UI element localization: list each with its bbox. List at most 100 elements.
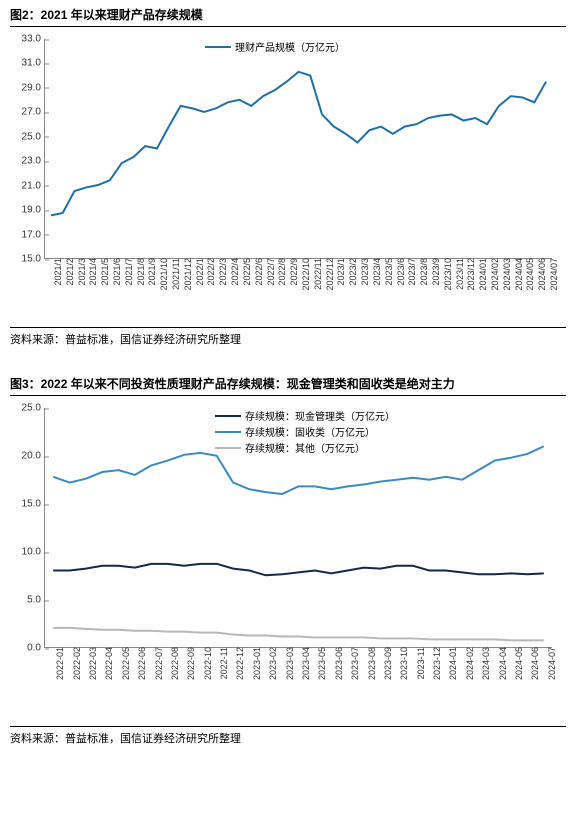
x-axis-tick: 2022/7	[264, 258, 276, 286]
x-axis-tick: 2024-05	[512, 647, 524, 680]
x-axis-tick: 2024-07	[545, 647, 557, 680]
x-axis-tick: 2024/03	[500, 258, 512, 291]
x-axis-tick: 2021/5	[98, 258, 110, 286]
y-axis-tick: 17.0	[22, 229, 45, 240]
x-axis-tick: 2022-12	[233, 647, 245, 680]
x-axis-tick: 2023/1	[334, 258, 346, 286]
x-axis-tick: 2022/3	[216, 258, 228, 286]
y-axis-tick: 33.0	[22, 34, 45, 45]
x-axis-tick: 2023-01	[250, 647, 262, 680]
x-axis-tick: 2023/9	[429, 258, 441, 286]
x-axis-tick: 2023/11	[453, 258, 465, 290]
x-axis-tick: 2022/8	[275, 258, 287, 286]
x-axis-tick: 2021/4	[86, 258, 98, 286]
x-axis-tick: 2021/9	[145, 258, 157, 286]
figure-3: 图3：2022 年以来不同投资性质理财产品存续规模：现金管理类和固收类是绝对主力…	[10, 375, 566, 746]
x-axis-tick: 2022-11	[217, 647, 229, 679]
x-axis-tick: 2024/05	[523, 258, 535, 291]
series-line	[53, 628, 544, 640]
x-axis-tick: 2023-12	[430, 647, 442, 680]
series-line	[53, 564, 544, 575]
y-axis-tick: 15.0	[22, 254, 45, 265]
x-axis-tick: 2022-09	[184, 647, 196, 680]
x-axis-tick: 2023-04	[299, 647, 311, 680]
y-axis-tick: 19.0	[22, 205, 45, 216]
chart-series-svg	[45, 39, 552, 258]
legend-swatch	[205, 46, 231, 48]
x-axis-tick: 2023-07	[348, 647, 360, 680]
x-axis-tick: 2022/9	[287, 258, 299, 286]
x-axis-tick: 2022/12	[323, 258, 335, 291]
y-axis-tick: 20.0	[22, 451, 45, 462]
x-axis-tick: 2022/4	[228, 258, 240, 286]
x-axis-tick: 2023/12	[464, 258, 476, 291]
x-axis-tick: 2021/2	[63, 258, 75, 286]
x-axis-tick: 2024-04	[496, 647, 508, 680]
x-axis-tick: 2022-10	[201, 647, 213, 680]
x-axis-tick: 2022-07	[152, 647, 164, 680]
legend-item: 存续规模：其他（万亿元）	[215, 440, 395, 455]
legend-swatch	[215, 415, 241, 417]
x-axis-tick: 2024/01	[476, 258, 488, 291]
legend-item: 理财产品规模（万亿元）	[205, 39, 345, 54]
x-axis-tick: 2023-02	[266, 647, 278, 680]
x-axis-tick: 2023-05	[315, 647, 327, 680]
legend-label: 理财产品规模（万亿元）	[235, 39, 345, 54]
x-axis-tick: 2024-02	[463, 647, 475, 680]
x-axis-tick: 2021/3	[75, 258, 87, 286]
y-axis-tick: 29.0	[22, 82, 45, 93]
chart-legend: 存续规模：现金管理类（万亿元）存续规模：固收类（万亿元）存续规模：其他（万亿元）	[215, 408, 395, 455]
x-axis-tick: 2022-03	[86, 647, 98, 680]
legend-label: 存续规模：固收类（万亿元）	[245, 424, 375, 439]
x-axis-tick: 2024/06	[535, 258, 547, 291]
x-axis-tick: 2023/10	[441, 258, 453, 291]
figure-2-source: 资料来源：普益标准，国信证券经济研究所整理	[10, 327, 566, 347]
y-axis-tick: 21.0	[22, 180, 45, 191]
x-axis-tick: 2023-03	[283, 647, 295, 680]
x-axis-tick: 2021/11	[169, 258, 181, 290]
y-axis-tick: 27.0	[22, 107, 45, 118]
y-axis-tick: 10.0	[22, 547, 45, 558]
legend-swatch	[215, 447, 241, 449]
x-axis-tick: 2021/12	[181, 258, 193, 291]
x-axis-tick: 2022/11	[311, 258, 323, 290]
legend-item: 存续规模：固收类（万亿元）	[215, 424, 395, 439]
x-axis-tick: 2021/6	[110, 258, 122, 286]
y-axis-tick: 5.0	[27, 595, 45, 606]
x-axis-tick: 2022-08	[168, 647, 180, 680]
x-axis-tick: 2024-01	[446, 647, 458, 680]
x-axis-tick: 2022/6	[252, 258, 264, 286]
figure-2-title: 图2：2021 年以来理财产品存续规模	[10, 6, 566, 27]
chart-legend: 理财产品规模（万亿元）	[205, 39, 345, 54]
x-axis-tick: 2024/02	[488, 258, 500, 291]
x-axis-tick: 2023-06	[332, 647, 344, 680]
x-axis-tick: 2023/8	[417, 258, 429, 286]
figure-3-source: 资料来源：普益标准，国信证券经济研究所整理	[10, 726, 566, 746]
figure-3-plot-area: 0.05.010.015.020.025.02022-012022-022022…	[44, 408, 552, 648]
x-axis-tick: 2021/7	[122, 258, 134, 286]
x-axis-tick: 2022/10	[299, 258, 311, 291]
legend-label: 存续规模：其他（万亿元）	[245, 440, 365, 455]
legend-label: 存续规模：现金管理类（万亿元）	[245, 408, 395, 423]
x-axis-tick: 2022-01	[53, 647, 65, 680]
figure-3-title: 图3：2022 年以来不同投资性质理财产品存续规模：现金管理类和固收类是绝对主力	[10, 375, 566, 396]
x-axis-tick: 2024-03	[479, 647, 491, 680]
x-axis-tick: 2023-09	[381, 647, 393, 680]
x-axis-tick: 2024/04	[512, 258, 524, 291]
y-axis-tick: 31.0	[22, 58, 45, 69]
y-axis-tick: 0.0	[27, 643, 45, 654]
legend-swatch	[215, 431, 241, 433]
x-axis-tick: 2022/1	[193, 258, 205, 286]
figure-2-plot-area: 15.017.019.021.023.025.027.029.031.033.0…	[44, 39, 552, 259]
x-axis-tick: 2023/6	[394, 258, 406, 286]
x-axis-tick: 2024/07	[547, 258, 559, 291]
x-axis-tick: 2021/10	[157, 258, 169, 291]
y-axis-tick: 15.0	[22, 499, 45, 510]
x-axis-tick: 2023-10	[397, 647, 409, 680]
y-axis-tick: 25.0	[22, 403, 45, 414]
x-axis-tick: 2022-05	[119, 647, 131, 680]
x-axis-tick: 2021/1	[51, 258, 63, 286]
x-axis-tick: 2023/2	[346, 258, 358, 286]
figure-2: 图2：2021 年以来理财产品存续规模 15.017.019.021.023.0…	[10, 6, 566, 347]
x-axis-tick: 2023/3	[358, 258, 370, 286]
